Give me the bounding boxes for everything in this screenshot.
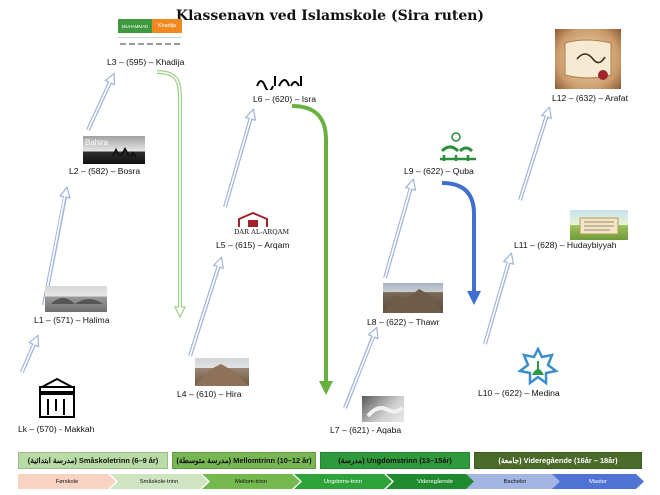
label-l11: L11 – (628) – Hudaybiyyah	[514, 240, 617, 250]
label-l8: L8 – (622) – Thawr	[367, 317, 440, 327]
bahira-text: Bahira	[85, 138, 109, 147]
diagram-title: Klassenavn ved Islamskole (Sira ruten)	[175, 8, 485, 24]
arrow-l3-l4	[156, 70, 180, 312]
phase-ungdoms-trinn: Ungdoms-trinn	[294, 474, 392, 489]
medina-logo	[516, 346, 560, 387]
phase-smaskole-trinn: Småskole-trinn	[110, 474, 208, 489]
arrow-l6-l7	[291, 104, 333, 395]
thawr-image	[383, 283, 443, 313]
hira-image	[195, 358, 249, 386]
bosra-image: Bahira	[83, 136, 145, 164]
label-l5: L5 – (615) – Arqam	[216, 240, 290, 250]
aqaba-image	[362, 396, 404, 422]
arafat-image	[555, 29, 621, 89]
label-l6: L6 – (620) – Isra	[253, 94, 317, 104]
stage-ungdomstrinn: (مدرسة) Ungdomstrinn (13–15år)	[320, 452, 470, 469]
muhammad-tag: MUHAMMAD	[118, 19, 152, 33]
label-l7: L7 – (621) - Aqaba	[330, 425, 402, 435]
khadija-banner: MUHAMMAD Khadija	[118, 19, 184, 55]
quba-logo	[436, 131, 480, 165]
phase-forskole: Førskole	[18, 474, 116, 489]
arrow-l9-l10	[441, 181, 481, 305]
label-l9: L9 – (622) – Quba	[404, 166, 474, 176]
kaaba-image	[34, 377, 80, 421]
label-l3: L3 – (595) – Khadija	[107, 57, 185, 67]
stage-smaskoletrinn: (مدرسة ابتدائية) Småskoletrinn (6–9 år)	[18, 452, 168, 469]
label-lk: Lk – (570) - Makkah	[18, 424, 95, 434]
phase-bachelor: Bachelor	[466, 474, 564, 489]
label-l1: L1 – (571) – Halima	[34, 315, 110, 325]
label-l12: L12 – (632) – Arafat	[552, 93, 628, 103]
label-l2: L2 – (582) – Bosra	[69, 166, 141, 176]
stage-mellomtrinn: (مدرسة متوسطة) Mellomtrinn (10–12 år)	[172, 452, 316, 469]
stage-videregaende: (جامعة) Videregående (16år – 18år)	[474, 452, 642, 469]
isra-calligraphy	[255, 72, 305, 92]
dar-al-arqam-text: DAR AL-ARQAM	[234, 228, 290, 236]
halima-image	[45, 286, 107, 312]
hudaybiyyah-image	[570, 210, 628, 240]
phase-master: Master	[552, 474, 644, 489]
label-l4: L4 – (610) – Hira	[177, 389, 242, 399]
phase-videregaende: Videregående	[386, 474, 484, 489]
phase-mellom-trinn: Mellom-trinn	[202, 474, 300, 489]
arqam-logo	[236, 211, 270, 232]
label-l10: L10 – (622) – Medina	[478, 388, 560, 398]
khadija-tag: Khadija	[152, 19, 182, 33]
